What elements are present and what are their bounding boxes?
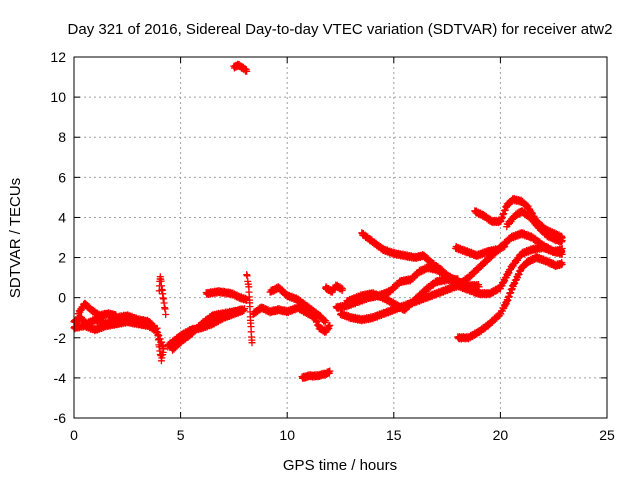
series-arc-22 xyxy=(503,207,566,246)
x-tick-label: 10 xyxy=(279,427,295,443)
series-arc-12 xyxy=(266,283,330,326)
y-axis-ticks: -6 -4 -2 0 2 4 6 8 10 12 xyxy=(50,49,607,426)
y-tick-label: 10 xyxy=(50,89,66,105)
y-tick-label: 12 xyxy=(50,49,66,65)
plot-frame xyxy=(73,56,608,419)
marker-trace xyxy=(266,283,330,326)
x-tick-label: 20 xyxy=(493,427,509,443)
marker-trace xyxy=(202,287,251,304)
series-arc-11 xyxy=(249,303,334,336)
marker-trace xyxy=(322,281,347,296)
y-tick-label: 6 xyxy=(58,169,66,185)
marker-trace xyxy=(452,241,509,260)
marker-trace xyxy=(168,305,246,354)
series-arc-13 xyxy=(298,367,334,382)
marker-trace xyxy=(249,303,334,336)
y-tick-label: -2 xyxy=(54,330,67,346)
series-arc-14 xyxy=(322,281,347,296)
marker-trace xyxy=(230,60,251,75)
y-tick-label: 0 xyxy=(58,290,66,306)
series-arc-4 xyxy=(153,324,167,365)
marker-trace xyxy=(153,324,167,365)
x-tick-label: 0 xyxy=(70,427,78,443)
series-arc-20 xyxy=(452,241,509,260)
y-tick-label: -4 xyxy=(54,370,67,386)
series-arc-3 xyxy=(74,299,121,321)
series-arc-9 xyxy=(230,60,251,75)
marker-trace xyxy=(155,273,170,318)
x-tick-label: 25 xyxy=(599,427,615,443)
series-arc-8 xyxy=(202,287,251,304)
y-tick-label: -6 xyxy=(54,410,67,426)
series-arc-5 xyxy=(155,273,170,318)
series-arc-18 xyxy=(358,229,566,299)
y-axis-title: SDTVAR / TECUs xyxy=(7,178,24,298)
marker-trace xyxy=(454,253,566,343)
data-points xyxy=(70,60,566,382)
chart-title: Day 321 of 2016, Sidereal Day-to-day VTE… xyxy=(68,21,613,38)
series-arc-10 xyxy=(243,271,256,347)
x-axis-ticks: 0 5 10 15 20 25 xyxy=(70,57,615,443)
marker-trace xyxy=(358,229,566,299)
y-tick-label: 8 xyxy=(58,129,66,145)
series-arc-17 xyxy=(343,274,462,314)
marker-trace xyxy=(503,207,566,246)
marker-trace xyxy=(343,274,462,314)
marker-trace xyxy=(74,299,121,321)
x-tick-label: 5 xyxy=(177,427,185,443)
series-arc-7 xyxy=(168,305,246,354)
x-axis-title: GPS time / hours xyxy=(283,457,397,474)
grid-lines xyxy=(74,57,607,418)
marker-trace xyxy=(298,367,334,382)
series-arc-19 xyxy=(454,253,566,343)
y-tick-label: 4 xyxy=(58,209,66,225)
x-tick-label: 15 xyxy=(386,427,402,443)
y-tick-label: 2 xyxy=(58,250,66,266)
marker-trace xyxy=(243,271,256,347)
